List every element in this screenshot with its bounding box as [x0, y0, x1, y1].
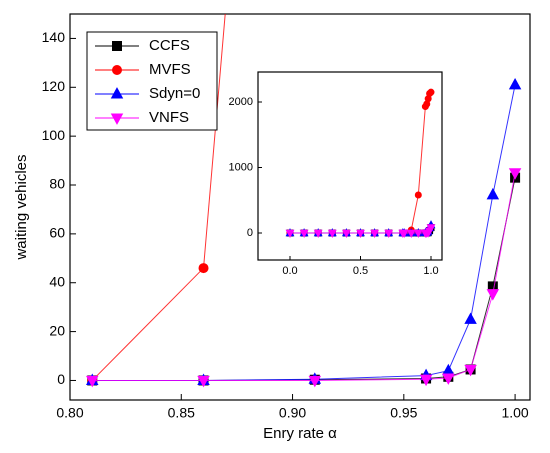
marker — [399, 229, 409, 238]
marker — [486, 289, 500, 301]
x-tick-label: 0.80 — [56, 405, 83, 421]
plot-area — [86, 14, 522, 388]
marker — [370, 229, 380, 238]
x-tick-label: 1.0 — [423, 265, 438, 277]
marker — [327, 229, 337, 238]
marker — [299, 229, 309, 238]
marker — [413, 229, 423, 238]
x-tick-label: 0.0 — [282, 265, 297, 277]
y-tick-label: 1000 — [229, 161, 253, 173]
marker — [110, 87, 124, 99]
marker — [198, 263, 209, 274]
marker — [508, 77, 522, 90]
x-axis-label: Enry rate α — [263, 425, 337, 442]
marker — [427, 88, 435, 96]
plot-frame — [257, 71, 443, 261]
marker — [197, 375, 210, 388]
marker — [426, 224, 436, 233]
marker — [486, 187, 500, 200]
legend-box — [86, 31, 218, 131]
y-tick-label: 40 — [49, 273, 65, 289]
marker — [508, 168, 522, 180]
x-tick-label: 1.00 — [501, 405, 528, 421]
series-line — [92, 172, 516, 381]
x-tick-label: 0.95 — [390, 405, 417, 421]
marker — [414, 191, 422, 199]
y-tick-label: 120 — [42, 78, 66, 94]
y-tick-label: 2000 — [229, 96, 253, 108]
marker — [308, 375, 322, 388]
marker — [112, 65, 122, 75]
y-tick-label: 60 — [49, 225, 65, 241]
y-tick-label: 100 — [42, 127, 66, 143]
marker — [464, 364, 477, 377]
legend-label: CCFS — [149, 37, 190, 54]
y-tick-label: 20 — [49, 322, 65, 338]
legend-label: MVFS — [149, 61, 191, 78]
x-tick-label: 0.5 — [353, 265, 368, 277]
x-tick-label: 0.85 — [168, 405, 195, 421]
marker — [406, 229, 416, 238]
y-tick-label: 140 — [42, 29, 66, 45]
legend-label: VNFS — [149, 109, 189, 126]
legend-label: Sdyn=0 — [149, 85, 200, 102]
marker — [464, 312, 477, 324]
marker — [112, 41, 122, 51]
marker — [384, 229, 394, 238]
y-tick-label: 80 — [49, 176, 65, 192]
y-tick-label: 0 — [57, 371, 65, 387]
series-line — [91, 14, 226, 381]
plot-frame — [69, 13, 531, 401]
marker — [419, 374, 433, 387]
marker — [341, 229, 351, 238]
marker — [110, 113, 124, 125]
marker — [442, 373, 455, 385]
marker — [285, 229, 295, 238]
plot-area — [285, 88, 436, 238]
marker — [313, 229, 323, 238]
y-tick-label: 0 — [247, 227, 253, 239]
marker — [356, 229, 365, 238]
marker — [86, 375, 99, 388]
y-axis-label: waiting vehicles — [13, 154, 30, 260]
x-tick-label: 0.90 — [279, 405, 306, 421]
